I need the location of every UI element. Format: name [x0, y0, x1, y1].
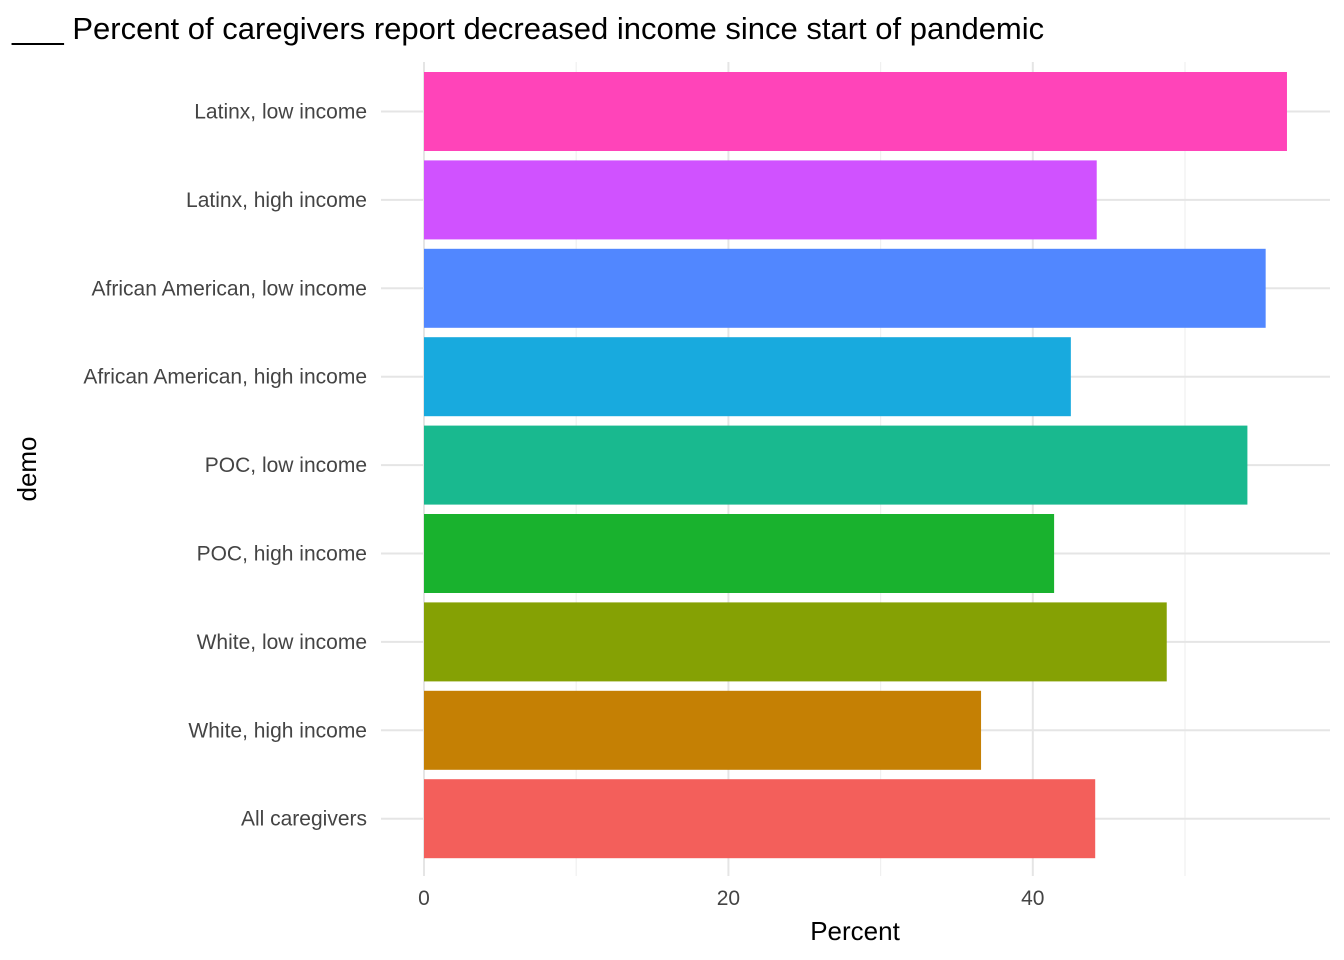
bar [424, 248, 1266, 328]
y-tick-label: White, high income [188, 719, 367, 742]
x-tick-label: 0 [418, 887, 430, 910]
chart-title: ___ Percent of caregivers report decreas… [11, 11, 1044, 46]
bar [424, 779, 1096, 859]
y-tick-label: All caregivers [241, 808, 367, 831]
x-axis-label: Percent [810, 916, 900, 946]
bar [424, 425, 1248, 505]
y-tick-label: African American, high income [83, 366, 367, 389]
x-tick-label: 20 [717, 887, 740, 910]
y-tick-label: POC, high income [197, 543, 367, 566]
y-tick-label: Latinx, high income [186, 189, 367, 212]
bar [424, 337, 1071, 417]
bar [424, 160, 1097, 240]
x-tick-label: 40 [1021, 887, 1044, 910]
bar [424, 690, 982, 770]
bars [424, 72, 1287, 859]
bar [424, 72, 1287, 151]
y-tick-label: POC, low income [205, 454, 367, 477]
y-tick-labels: Latinx, low income Latinx, high income Afr… [83, 101, 367, 831]
y-tick-label: White, low income [197, 631, 367, 654]
y-tick-label: Latinx, low income [194, 101, 367, 124]
y-tick-label: African American, low income [92, 277, 367, 300]
y-axis-label: demo [12, 436, 42, 501]
bar [424, 514, 1055, 593]
bar [424, 602, 1167, 682]
x-tick-labels: 0 20 40 [418, 887, 1044, 910]
